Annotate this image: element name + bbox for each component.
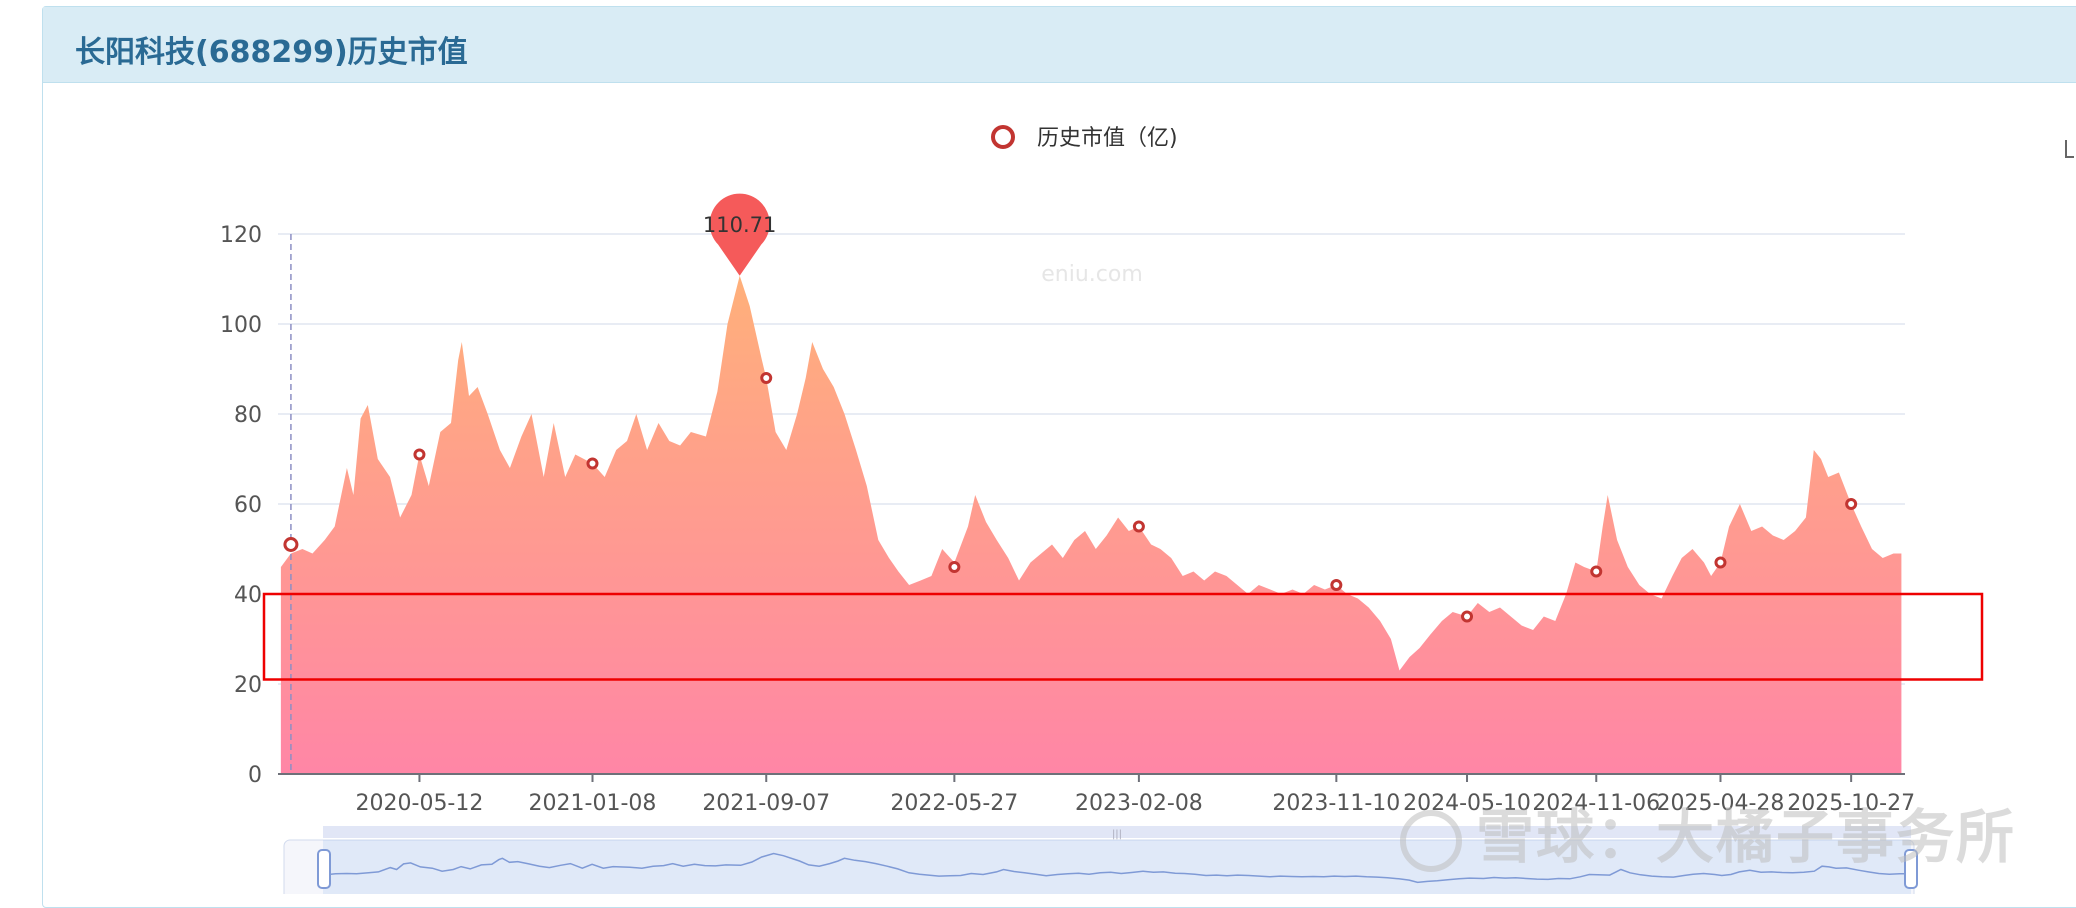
x-tick-label: 2020-05-12 bbox=[356, 791, 484, 816]
y-tick-label: 60 bbox=[234, 493, 262, 518]
panel-title: 长阳科技(688299)历史市值 bbox=[75, 35, 468, 70]
zoom-handle-left[interactable] bbox=[317, 849, 331, 889]
x-tick-label: 2022-05-27 bbox=[890, 791, 1018, 816]
y-tick-label: 40 bbox=[234, 583, 262, 608]
x-axis: 2020-05-12 2021-01-08 2021-09-07 2022-05-27… bbox=[356, 774, 1915, 816]
x-tick-label: 2025-10-27 bbox=[1787, 791, 1915, 816]
highlight-box bbox=[262, 592, 1984, 681]
data-marker[interactable] bbox=[1845, 498, 1858, 510]
watermark-brand-text: 雪球：大橘子事务所 bbox=[1476, 803, 2017, 871]
x-tick-label: 2021-09-07 bbox=[702, 791, 830, 816]
chart-legend[interactable]: 历史市值（亿) bbox=[991, 125, 1178, 151]
data-marker[interactable] bbox=[1330, 579, 1343, 591]
data-marker[interactable] bbox=[1461, 610, 1474, 623]
data-markers bbox=[283, 372, 1858, 623]
zoom-top-bar[interactable] bbox=[323, 826, 1911, 838]
zoom-selection[interactable] bbox=[323, 840, 1911, 894]
y-tick-label: 100 bbox=[220, 313, 262, 338]
download-icon bbox=[2065, 140, 2074, 158]
zoom-handle-right[interactable] bbox=[1904, 849, 1918, 889]
toolbox-icon[interactable] bbox=[2065, 140, 2074, 158]
data-marker[interactable] bbox=[760, 372, 773, 384]
data-marker[interactable] bbox=[1132, 520, 1145, 533]
data-marker[interactable] bbox=[283, 537, 299, 552]
pin-shape bbox=[709, 193, 770, 276]
watermark-site: eniu.com bbox=[1041, 262, 1143, 287]
data-marker[interactable] bbox=[413, 448, 426, 461]
data-marker[interactable] bbox=[1714, 556, 1727, 569]
data-marker[interactable] bbox=[586, 457, 599, 470]
data-zoom-slider[interactable]: ||| bbox=[283, 826, 1918, 894]
legend-circle-icon[interactable] bbox=[991, 125, 1015, 149]
x-tick-label: 2023-11-10 bbox=[1272, 791, 1400, 816]
data-marker[interactable] bbox=[948, 561, 961, 573]
y-tick-label: 0 bbox=[248, 763, 262, 788]
zoom-preview-line bbox=[325, 852, 1908, 884]
x-tick-label: 2025-04-28 bbox=[1657, 791, 1785, 816]
xueqiu-logo-icon bbox=[1400, 809, 1462, 872]
y-axis: 0 20 40 60 80 100 120 bbox=[220, 223, 262, 788]
max-value-label: 110.71 bbox=[703, 213, 776, 237]
market-cap-area bbox=[280, 275, 1902, 774]
y-tick-label: 120 bbox=[220, 223, 262, 248]
watermark-brand: 雪球：大橘子事务所 bbox=[1400, 790, 2016, 874]
zoom-grip-icon[interactable]: ||| bbox=[1112, 829, 1122, 840]
x-tick-label: 2024-11-06 bbox=[1532, 791, 1660, 816]
x-tick-label: 2021-01-08 bbox=[529, 791, 657, 816]
x-tick-label: 2023-02-08 bbox=[1075, 791, 1203, 816]
panel-header: 长阳科技(688299)历史市值 bbox=[43, 7, 2076, 83]
y-tick-label: 20 bbox=[234, 673, 262, 698]
legend-label[interactable]: 历史市值（亿) bbox=[1037, 126, 1178, 151]
y-tick-label: 80 bbox=[234, 403, 262, 428]
max-value-pin: 110.71 bbox=[703, 193, 776, 276]
data-marker[interactable] bbox=[1590, 565, 1603, 578]
